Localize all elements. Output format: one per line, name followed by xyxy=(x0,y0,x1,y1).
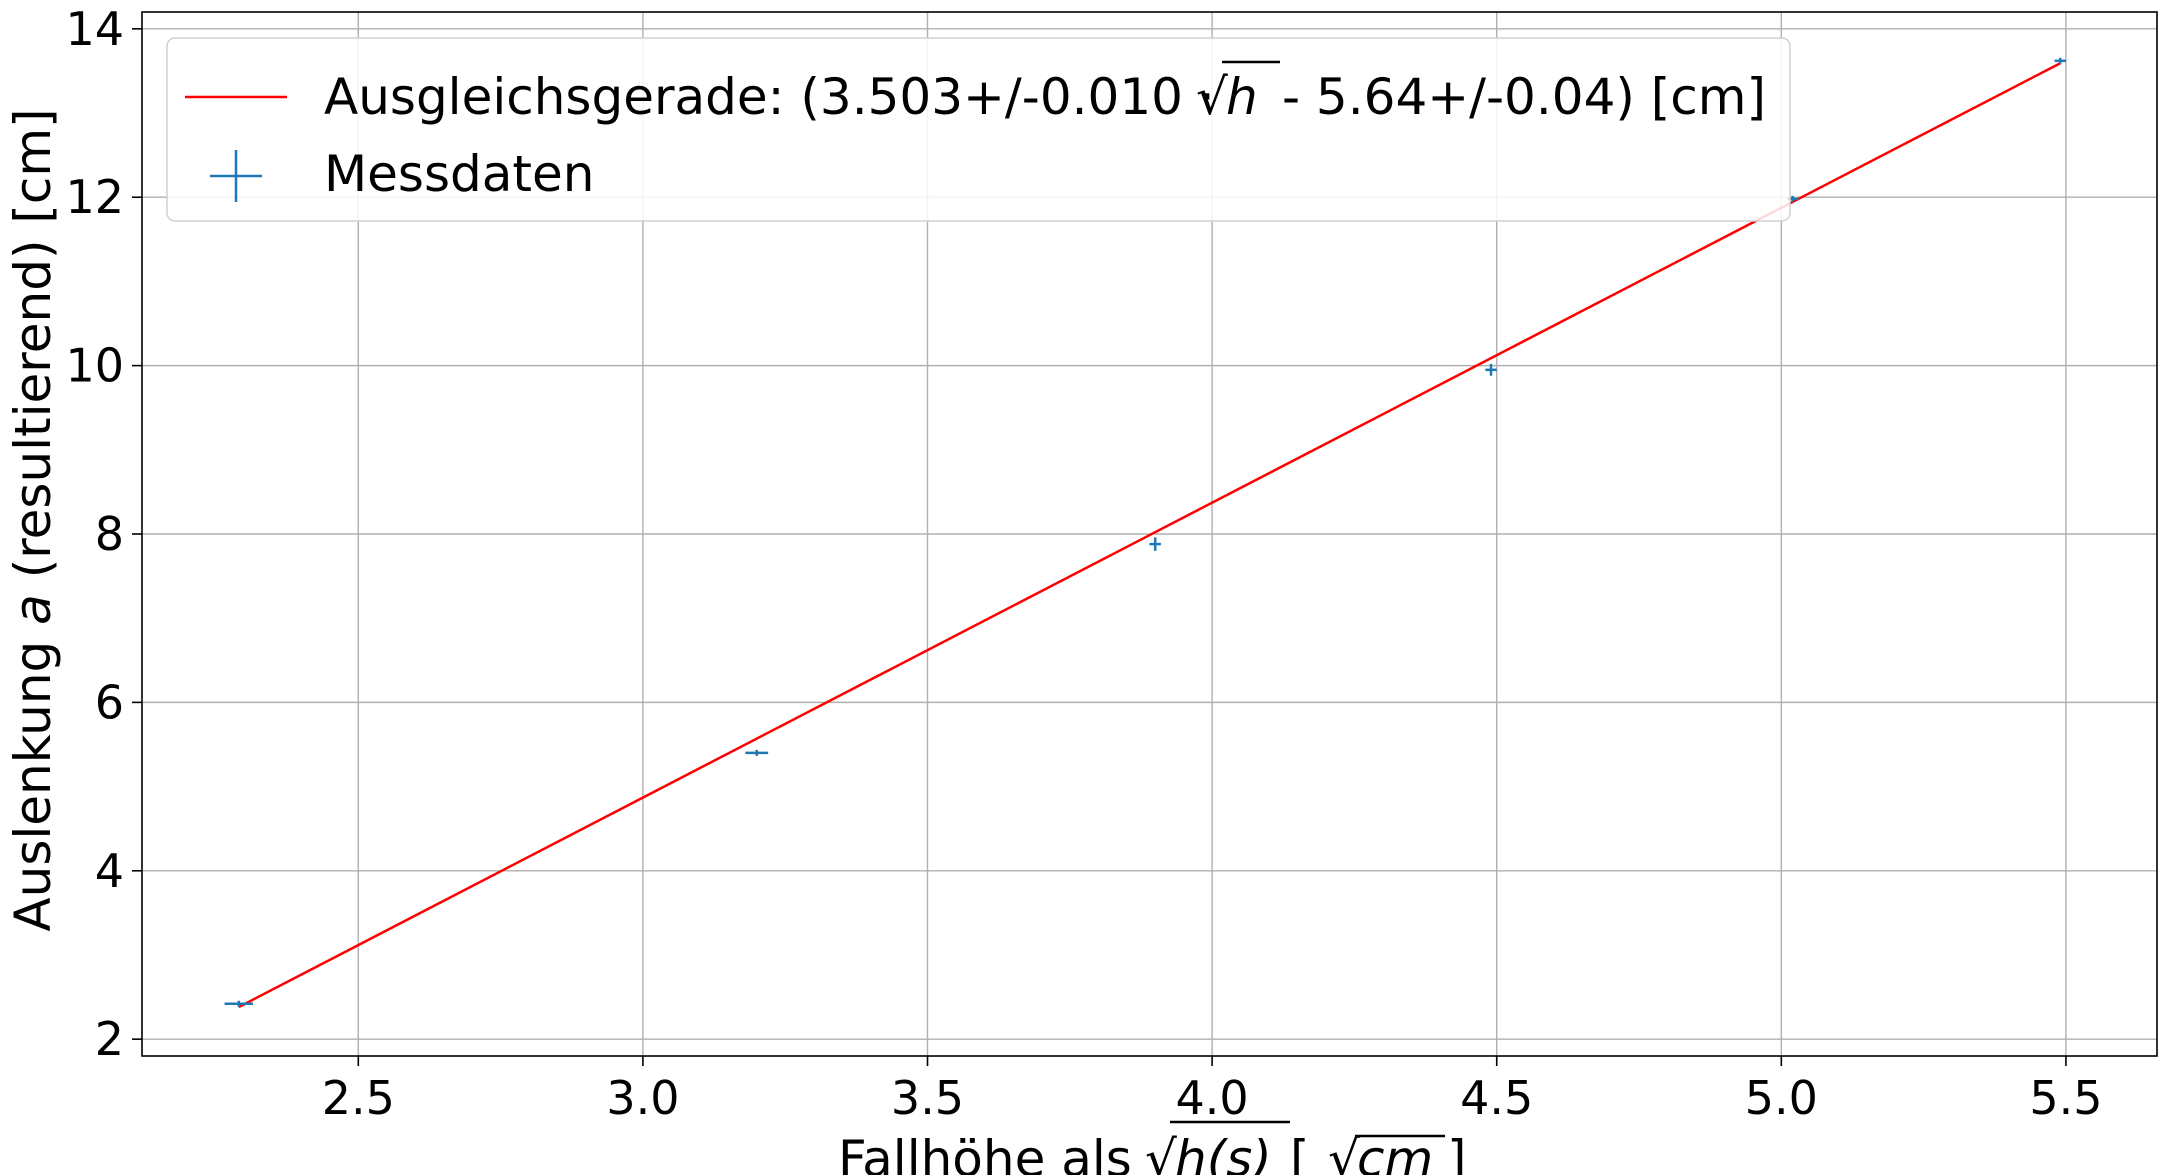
x-axis-label-unit-arg: cm xyxy=(1357,1130,1433,1175)
x-tick-label: 4.5 xyxy=(1460,1071,1533,1125)
x-axis-label-unit-close: ] xyxy=(1447,1130,1467,1175)
data-point xyxy=(1149,537,1161,551)
y-axis-label: Auslenkung a (resultierend) [cm] xyxy=(4,108,62,931)
x-axis-label-group: Fallhöhe als √ h(s) [ √ cm ] xyxy=(838,1120,1467,1175)
y-axis-label-prefix: Auslenkung xyxy=(4,625,62,932)
legend: Ausgleichsgerade: (3.503+/-0.010 · √ h -… xyxy=(166,37,1791,222)
y-tick-label: 10 xyxy=(65,339,124,393)
x-tick-label: 5.0 xyxy=(1745,1071,1818,1125)
legend-fit-label-sqrt: √ xyxy=(1196,68,1228,126)
legend-data-swatch xyxy=(210,150,262,202)
legend-box xyxy=(166,37,1791,222)
data-point xyxy=(224,1000,253,1007)
x-axis-ticks: 2.5 3.0 3.5 4.0 4.5 5.0 5.5 xyxy=(322,1056,2103,1125)
y-axis-label-symbol: a xyxy=(4,594,62,625)
x-axis-label-sqrt: √ xyxy=(1145,1130,1177,1175)
y-axis-label-suffix: (resultierend) [cm] xyxy=(4,108,62,594)
legend-fit-label-arg: h xyxy=(1226,68,1258,126)
data-point xyxy=(745,749,769,756)
x-axis-label-unit-open: [ xyxy=(1290,1130,1310,1175)
x-tick-label: 5.5 xyxy=(2029,1071,2102,1125)
x-axis-label-arg: h(s) xyxy=(1175,1130,1272,1175)
y-tick-label: 6 xyxy=(95,675,124,729)
x-tick-label: 4.0 xyxy=(1176,1071,1249,1125)
y-tick-label: 14 xyxy=(65,2,124,56)
y-axis-ticks: 2 4 6 8 10 12 14 xyxy=(65,2,142,1066)
x-axis-label-unit-sqrt: √ xyxy=(1328,1130,1360,1175)
x-tick-label: 2.5 xyxy=(322,1071,395,1125)
data-point xyxy=(2054,57,2066,64)
legend-fit-label-prefix: Ausgleichsgerade: (3.503+/-0.010 · xyxy=(324,68,1215,126)
y-tick-label: 4 xyxy=(95,844,124,898)
x-tick-label: 3.0 xyxy=(606,1071,679,1125)
x-tick-label: 3.5 xyxy=(891,1071,964,1125)
y-tick-label: 2 xyxy=(95,1012,124,1066)
x-axis-label-prefix: Fallhöhe als xyxy=(838,1130,1132,1175)
y-tick-label: 12 xyxy=(65,170,124,224)
data-point xyxy=(1485,363,1497,376)
legend-data-label: Messdaten xyxy=(324,145,594,203)
legend-fit-label-suffix: - 5.64+/-0.04) [cm] xyxy=(1282,68,1766,126)
y-tick-label: 8 xyxy=(95,507,124,561)
legend-fit-label: Ausgleichsgerade: (3.503+/-0.010 · √ h -… xyxy=(324,60,1766,126)
